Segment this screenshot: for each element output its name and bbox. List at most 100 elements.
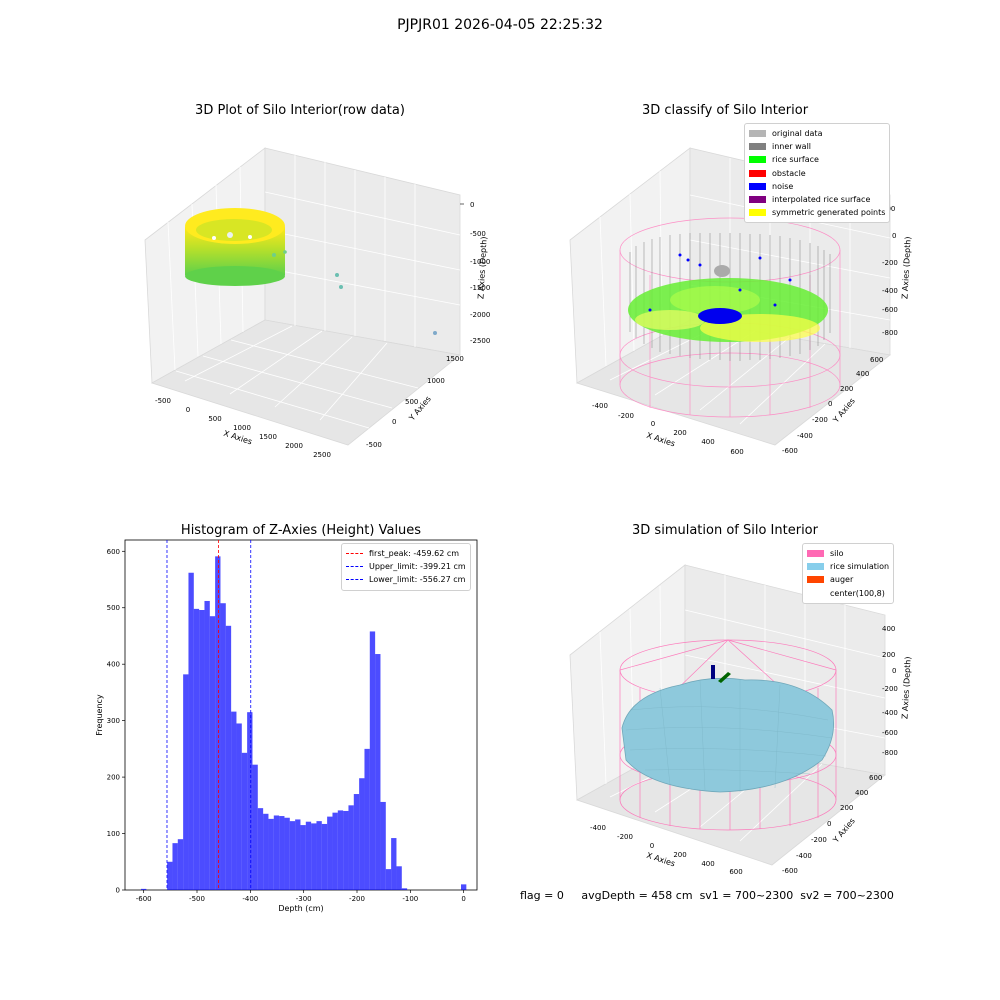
histogram-bar	[337, 810, 344, 890]
classify-y-tick: 0	[828, 400, 832, 408]
histogram-bar	[359, 778, 365, 890]
histogram-bar	[385, 869, 392, 890]
histogram-bar	[273, 815, 280, 890]
x-tick-label: -100	[402, 895, 418, 903]
sim-z-tick: -400	[882, 709, 898, 717]
raw-x-tick: 0	[186, 406, 190, 414]
histogram-legend: first_peak: -459.62 cm Upper_limit: -399…	[341, 543, 471, 591]
y-tick-label: 200	[107, 774, 120, 782]
histogram-bar	[209, 616, 216, 890]
x-tick-label: -200	[349, 895, 365, 903]
histogram-bar	[300, 825, 306, 890]
histogram-bar	[177, 839, 184, 890]
simulation-plot-title: 3D simulation of Silo Interior	[632, 523, 818, 538]
classify-x-tick: 400	[701, 438, 714, 446]
histogram-bar	[199, 610, 205, 890]
raw-z-tick: -2000	[470, 311, 490, 319]
histogram-bar	[231, 711, 237, 890]
legend-line	[346, 566, 363, 568]
histogram-bar	[321, 823, 328, 890]
raw-z-label: Z Axies (Depth)	[476, 236, 488, 299]
classify-y-tick: 400	[856, 370, 869, 378]
sim-y-label: Y Axies	[831, 816, 857, 845]
legend-swatch	[749, 196, 766, 204]
y-tick-label: 0	[116, 887, 120, 895]
x-tick-label: -500	[189, 895, 205, 903]
y-tick-label: 500	[107, 604, 120, 612]
legend-entry: rice simulation	[807, 560, 889, 573]
histogram-bar	[225, 625, 232, 890]
legend-label: inner wall	[772, 142, 812, 152]
classify-y-tick: 600	[870, 356, 883, 364]
y-tick-label: 400	[107, 661, 120, 669]
simulation-3d-plot: 400 200 0 -200 -400 -600 -800 Z Axies (D…	[569, 564, 913, 876]
legend-swatch	[807, 563, 824, 571]
raw-z-tick: -1000	[470, 258, 490, 266]
histogram-bar	[188, 572, 194, 890]
histogram-bar	[332, 812, 338, 890]
histogram-bar	[369, 631, 376, 890]
raw-z-tick: -1500	[470, 284, 490, 292]
sim-x-tick: 200	[673, 851, 686, 859]
raw-y-tick: -500	[366, 441, 382, 449]
histogram-bar	[252, 764, 258, 890]
legend-label: symmetric generated points	[772, 208, 886, 218]
raw-y-tick: 1000	[427, 377, 445, 385]
histogram-bar	[204, 600, 210, 890]
histogram-bar	[241, 752, 248, 890]
figure-title: PJPJR01 2026-04-05 22:25:32	[397, 17, 603, 33]
sim-z-tick: -600	[882, 729, 898, 737]
legend-label: silo	[830, 549, 844, 559]
x-tick-label: 0	[461, 895, 465, 903]
sim-y-tick: -600	[782, 867, 798, 875]
raw-x-tick: 500	[208, 415, 221, 423]
status-line: flag = 0 avgDepth = 458 cm sv1 = 700~230…	[520, 889, 894, 902]
x-tick-label: -300	[296, 895, 312, 903]
histogram-bar	[461, 884, 467, 890]
histogram-bar	[401, 888, 408, 890]
x-tick-label: -400	[242, 895, 258, 903]
sim-z-tick: 200	[882, 651, 895, 659]
legend-label: auger	[830, 575, 854, 585]
legend-swatch	[807, 576, 824, 584]
histogram-bar	[343, 810, 349, 890]
classify-x-tick: -400	[592, 402, 608, 410]
legend-swatch	[807, 550, 824, 558]
legend-line	[346, 579, 363, 581]
histogram-bar	[284, 817, 290, 890]
sim-x-tick: 0	[650, 842, 654, 850]
avg-depth-value: avgDepth = 458 cm	[581, 889, 693, 902]
sim-x-tick: 600	[729, 868, 742, 876]
sim-y-tick: 400	[855, 789, 868, 797]
flag-value: flag = 0	[520, 889, 564, 902]
auger-shaft	[711, 665, 715, 679]
sim-z-label: Z Axies (Depth)	[900, 656, 912, 719]
histogram-bar	[215, 556, 221, 890]
histogram-bar	[167, 861, 173, 890]
classify-x-label: X Axies	[645, 431, 676, 449]
raw-z-tick: 0	[470, 201, 474, 209]
classify-z-tick: -800	[882, 329, 898, 337]
histogram-bar	[348, 805, 354, 890]
legend-entry: interpolated rice surface	[749, 193, 885, 206]
classify-z-tick: -400	[882, 287, 898, 295]
histogram-bar	[311, 823, 317, 890]
sim-z-tick: -800	[882, 749, 898, 757]
sim-y-tick: -400	[796, 852, 812, 860]
raw-y-tick: 0	[392, 418, 396, 426]
sim-z-tick: 400	[882, 625, 895, 633]
histogram-bar	[353, 794, 360, 890]
histogram-chart: -600 -500 -400 -300 -200 -100 0 0 100 200 300 400 5…	[95, 539, 478, 913]
histogram-bar	[236, 723, 242, 890]
legend-swatch	[807, 589, 824, 597]
legend-swatch	[749, 143, 766, 151]
histogram-bar	[141, 888, 147, 890]
legend-line	[346, 553, 363, 555]
histogram-bar	[257, 808, 264, 890]
classify-legend: original data inner wall rice surface ob…	[744, 123, 891, 224]
histogram-bar	[327, 816, 333, 890]
legend-label: rice simulation	[830, 562, 890, 572]
legend-label: first_peak: -459.62 cm	[369, 549, 460, 559]
sim-x-label: X Axies	[645, 851, 676, 869]
raw-x-tick: 1500	[259, 433, 277, 441]
